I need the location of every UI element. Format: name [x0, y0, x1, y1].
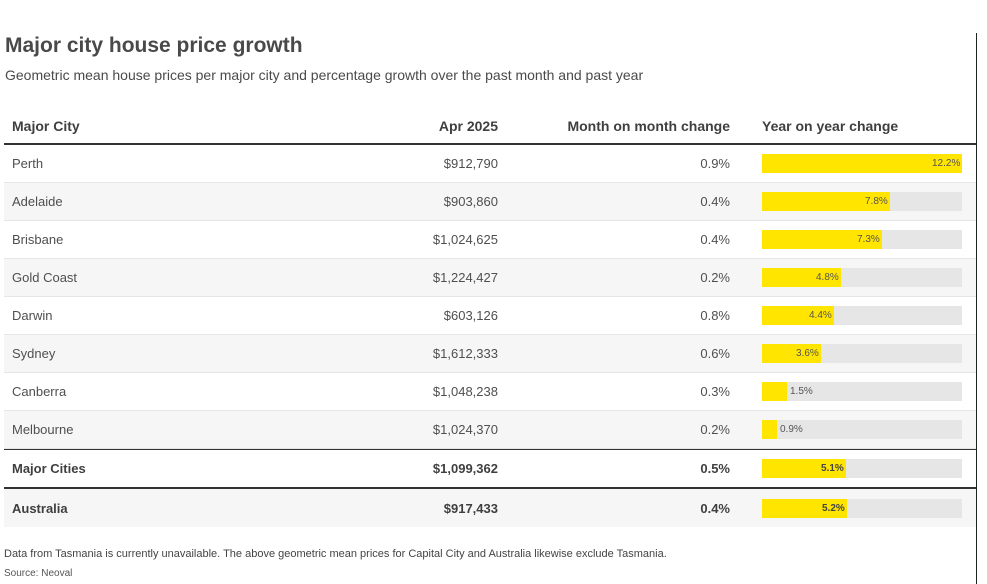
month-on-month-change: 0.6% — [700, 346, 730, 361]
apr-2025-price: $1,024,370 — [432, 422, 498, 437]
right-border-rule — [976, 33, 977, 584]
footnote: Data from Tasmania is currently unavaila… — [4, 548, 667, 560]
column-header-month-on-month: Month on month change — [567, 117, 730, 134]
table-row: Perth $912,790 0.9% 12.2% — [4, 145, 976, 183]
yoy-bar — [762, 268, 841, 287]
chart-title: Major city house price growth — [5, 34, 303, 57]
city-name: Adelaide — [12, 194, 63, 209]
column-header-year-on-year: Year on year change — [762, 117, 899, 134]
yoy-bar-track: 4.4% — [762, 306, 962, 325]
year-on-year-cell: 7.3% — [762, 221, 972, 258]
yoy-bar-track: 4.8% — [762, 268, 962, 287]
month-on-month-change: 0.2% — [700, 422, 730, 437]
yoy-value-label: 7.3% — [857, 234, 880, 245]
table-row: Brisbane $1,024,625 0.4% 7.3% — [4, 221, 976, 259]
table-body: Perth $912,790 0.9% 12.2% Adelaide $903,860 0.… — [4, 145, 976, 527]
apr-2025-price: $1,612,333 — [432, 346, 498, 361]
table-row: Gold Coast $1,224,427 0.2% 4.8% — [4, 259, 976, 297]
yoy-value-label: 12.2% — [932, 158, 961, 169]
yoy-bar — [762, 459, 846, 478]
city-name: Darwin — [12, 308, 53, 323]
city-name: Major Cities — [12, 461, 86, 476]
table-row: Australia $917,433 0.4% 5.2% — [4, 489, 976, 527]
yoy-bar-track: 7.8% — [762, 192, 962, 211]
yoy-bar — [762, 498, 847, 518]
month-on-month-change: 0.9% — [700, 156, 730, 171]
yoy-bar — [762, 192, 890, 211]
table-row: Melbourne $1,024,370 0.2% 0.9% — [4, 411, 976, 449]
year-on-year-cell: 1.5% — [762, 373, 972, 410]
month-on-month-change: 0.4% — [700, 500, 730, 516]
table-row: Sydney $1,612,333 0.6% 3.6% — [4, 335, 976, 373]
year-on-year-cell: 5.1% — [762, 450, 972, 487]
table-row: Adelaide $903,860 0.4% 7.8% — [4, 183, 976, 221]
yoy-bar-track: 1.5% — [762, 382, 962, 401]
chart-subtitle: Geometric mean house prices per major ci… — [5, 67, 644, 83]
apr-2025-price: $903,860 — [443, 194, 498, 209]
month-on-month-change: 0.5% — [700, 461, 730, 476]
yoy-bar — [762, 154, 962, 173]
yoy-value-label: 3.6% — [796, 348, 819, 359]
city-name: Gold Coast — [12, 270, 78, 285]
table-header-row: Major City Apr 2025 Month on month chang… — [4, 108, 976, 145]
apr-2025-price: $603,126 — [443, 308, 498, 323]
yoy-bar-track: 0.9% — [762, 420, 962, 439]
yoy-value-label: 7.8% — [865, 196, 888, 207]
city-name: Sydney — [12, 346, 56, 361]
year-on-year-cell: 4.4% — [762, 297, 972, 334]
city-name: Perth — [12, 156, 44, 171]
year-on-year-cell: 3.6% — [762, 335, 972, 372]
column-header-apr-2025: Apr 2025 — [438, 117, 498, 134]
yoy-value-label: 4.8% — [816, 272, 839, 283]
yoy-value-label: 5.2% — [822, 502, 845, 514]
yoy-bar-track: 3.6% — [762, 344, 962, 363]
month-on-month-change: 0.2% — [700, 270, 730, 285]
yoy-bar — [762, 344, 821, 363]
yoy-bar — [762, 382, 787, 401]
month-on-month-change: 0.8% — [700, 308, 730, 323]
table-row: Canberra $1,048,238 0.3% 1.5% — [4, 373, 976, 411]
yoy-bar — [762, 420, 777, 439]
yoy-bar-track: 7.3% — [762, 230, 962, 249]
city-name: Australia — [12, 500, 68, 516]
apr-2025-price: $1,048,238 — [432, 384, 498, 399]
city-name: Canberra — [12, 384, 67, 399]
source-note: Source: Neoval — [4, 568, 73, 579]
yoy-value-label: 0.9% — [780, 424, 803, 435]
yoy-bar — [762, 306, 834, 325]
apr-2025-price: $1,224,427 — [432, 270, 498, 285]
price-growth-table: Major City Apr 2025 Month on month chang… — [4, 108, 976, 527]
yoy-bar-track: 5.1% — [762, 459, 962, 478]
table-row: Darwin $603,126 0.8% 4.4% — [4, 297, 976, 335]
city-name: Melbourne — [12, 422, 74, 437]
year-on-year-cell: 0.9% — [762, 411, 972, 448]
apr-2025-price: $912,790 — [443, 156, 498, 171]
month-on-month-change: 0.4% — [700, 232, 730, 247]
yoy-bar-track: 5.2% — [762, 498, 962, 518]
column-header-major-city: Major City — [12, 117, 80, 134]
city-name: Brisbane — [12, 232, 64, 247]
yoy-bar-track: 12.2% — [762, 154, 962, 173]
yoy-value-label: 1.5% — [790, 386, 813, 397]
year-on-year-cell: 7.8% — [762, 183, 972, 220]
year-on-year-cell: 12.2% — [762, 145, 972, 182]
yoy-value-label: 5.1% — [821, 463, 844, 474]
month-on-month-change: 0.4% — [700, 194, 730, 209]
apr-2025-price: $1,099,362 — [432, 461, 498, 476]
table-row: Major Cities $1,099,362 0.5% 5.1% — [4, 449, 976, 489]
year-on-year-cell: 4.8% — [762, 259, 972, 296]
apr-2025-price: $917,433 — [443, 500, 498, 516]
month-on-month-change: 0.3% — [700, 384, 730, 399]
apr-2025-price: $1,024,625 — [432, 232, 498, 247]
year-on-year-cell: 5.2% — [762, 489, 972, 527]
yoy-bar — [762, 230, 882, 249]
yoy-value-label: 4.4% — [809, 310, 832, 321]
